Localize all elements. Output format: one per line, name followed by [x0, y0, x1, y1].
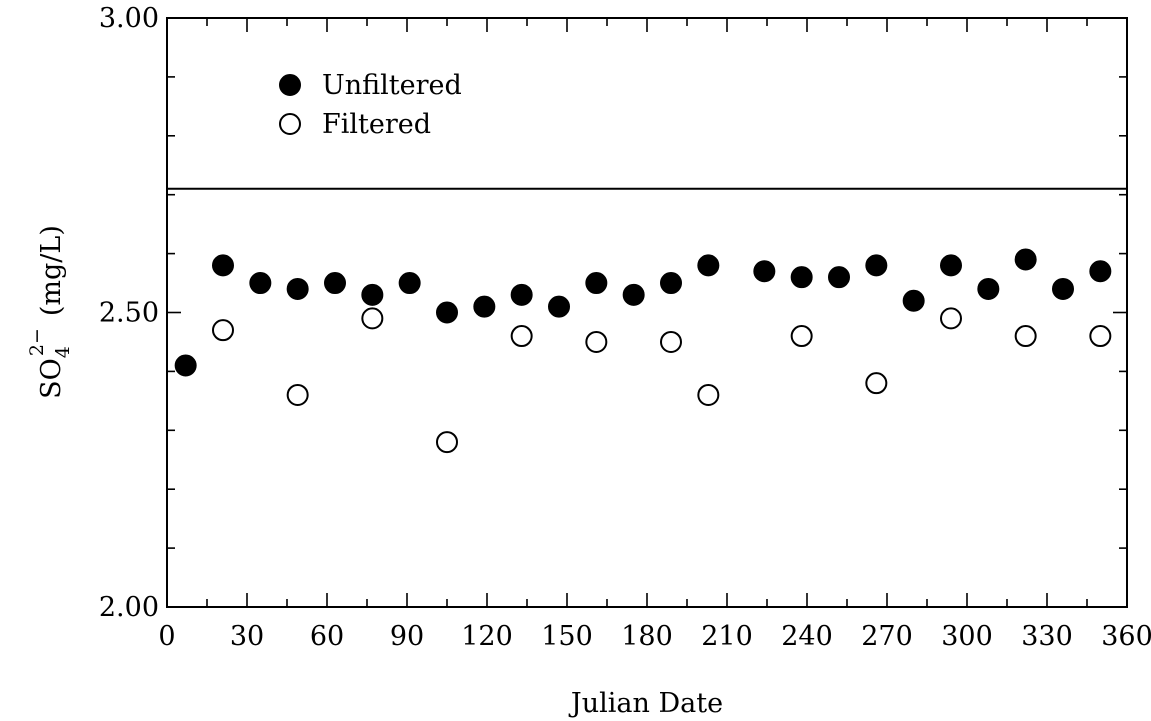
filtered-point [361, 307, 384, 330]
filtered-point [212, 319, 234, 342]
x-tick-label: 30 [230, 621, 264, 652]
plot-frame [166, 17, 1128, 608]
filtered-point [1014, 325, 1037, 348]
filtered-point [436, 431, 458, 454]
y-label-species-superscript: 2− [26, 328, 48, 356]
unfiltered-point [361, 283, 384, 306]
unfiltered-point [585, 272, 608, 295]
unfiltered-point [1014, 248, 1037, 271]
y-tick-label: 3.00 [99, 3, 159, 34]
y-axis-label: SO4 2− (mg/L) [26, 225, 74, 399]
unfiltered-point [548, 295, 570, 318]
unfiltered-point [753, 260, 776, 283]
filtered-point [1089, 325, 1112, 348]
filtered-point [697, 383, 720, 406]
unfiltered-point [398, 272, 421, 295]
unfiltered-point [174, 354, 197, 377]
x-tick-label: 60 [310, 621, 344, 652]
x-tick-label: 360 [1101, 621, 1151, 652]
unfiltered-point [865, 254, 888, 277]
filtered-point [790, 325, 813, 348]
data-points [174, 248, 1112, 454]
unfiltered-point [249, 272, 272, 295]
x-tick-label: 240 [781, 621, 833, 652]
unfiltered-point [790, 266, 813, 289]
unfiltered-point [940, 254, 962, 277]
x-tick-label: 90 [390, 621, 424, 652]
unfiltered-point [1052, 277, 1074, 300]
unfiltered-point [324, 272, 346, 295]
x-tick-label: 300 [941, 621, 993, 652]
unfiltered-point [212, 254, 234, 277]
y-tick-label: 2.00 [99, 592, 159, 623]
x-tick-label: 0 [158, 621, 175, 652]
svg-text:SO42−(mg/L): SO4 2− (mg/L) [26, 225, 74, 399]
unfiltered-point [510, 283, 533, 306]
x-tick-label: 270 [861, 621, 913, 652]
y-label-units: (mg/L) [36, 225, 67, 316]
y-label-species-subscript: 4 [52, 346, 74, 358]
unfiltered-point [828, 266, 850, 289]
legend-marker-unfiltered [279, 74, 301, 96]
filtered-point [585, 330, 608, 353]
unfiltered-point [473, 295, 496, 318]
legend: Unfiltered Filtered [279, 70, 462, 140]
x-ticks: 0 30 60 90 120 150 180 210 240 270 300 330 360 [158, 18, 1151, 652]
x-tick-label: 150 [541, 621, 593, 652]
x-tick-label: 180 [621, 621, 673, 652]
legend-label-unfiltered: Unfiltered [322, 70, 462, 101]
x-tick-label: 330 [1021, 621, 1073, 652]
y-tick-label: 2.50 [99, 298, 159, 329]
x-axis-label: Julian Date [568, 688, 723, 719]
filtered-point [865, 372, 888, 395]
legend-label-filtered: Filtered [322, 109, 431, 140]
unfiltered-point [902, 289, 925, 312]
unfiltered-point [697, 254, 720, 277]
x-tick-label: 210 [701, 621, 753, 652]
unfiltered-point [622, 283, 645, 306]
filtered-point [940, 307, 962, 330]
unfiltered-point [660, 272, 682, 295]
x-tick-label: 120 [461, 621, 513, 652]
unfiltered-point [436, 301, 458, 324]
y-label-species-base: SO [36, 358, 67, 399]
filtered-point [660, 330, 682, 353]
y-ticks: 2.00 2.50 3.00 [99, 3, 1127, 623]
unfiltered-point [977, 277, 1000, 300]
unfiltered-point [1089, 260, 1112, 283]
legend-marker-filtered [279, 113, 301, 135]
filtered-point [510, 325, 533, 348]
unfiltered-point [286, 277, 309, 300]
filtered-point [286, 383, 309, 406]
